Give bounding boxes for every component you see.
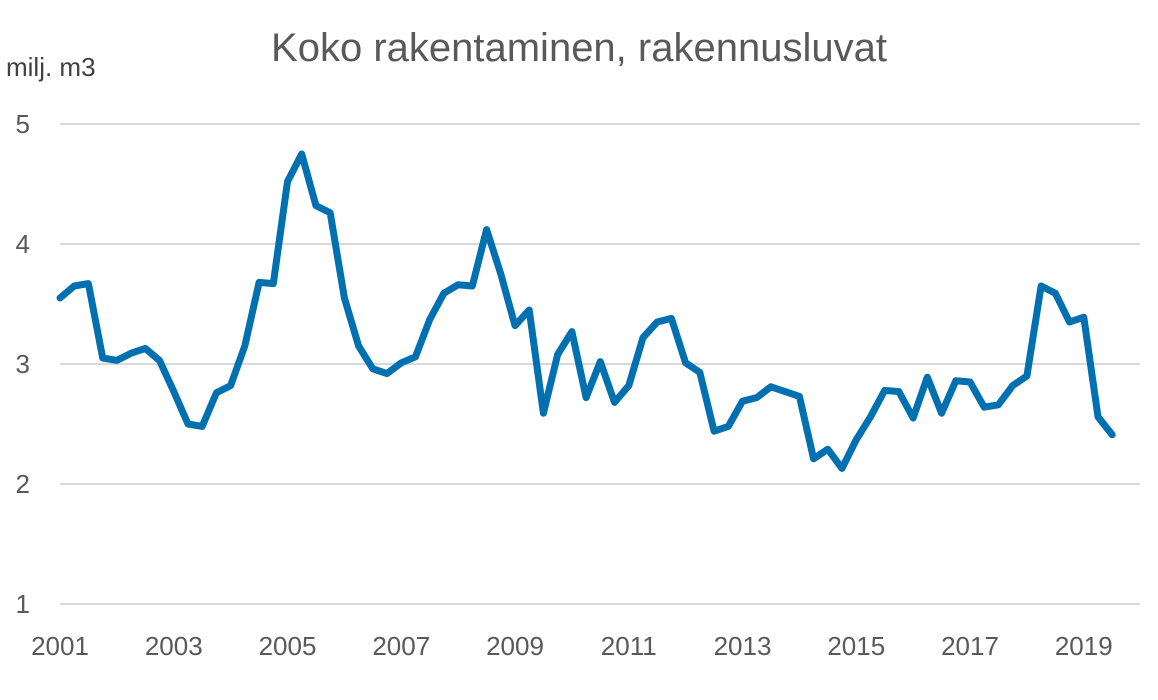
data-point xyxy=(728,426,729,427)
chart-title: Koko rakentaminen, rakennusluvat xyxy=(271,26,887,70)
data-point xyxy=(785,391,786,392)
data-point xyxy=(955,380,956,381)
data-point xyxy=(543,413,544,414)
y-axis-unit-label: milj. m3 xyxy=(6,52,96,82)
data-point xyxy=(472,286,473,287)
data-point xyxy=(770,386,771,387)
data-point xyxy=(1083,317,1084,318)
data-point xyxy=(173,391,174,392)
data-point xyxy=(1097,416,1098,417)
data-point xyxy=(870,416,871,417)
y-tick-label: 5 xyxy=(16,109,30,139)
series-line xyxy=(56,150,1116,472)
data-point xyxy=(941,413,942,414)
data-point xyxy=(216,392,217,393)
data-point xyxy=(315,205,316,206)
data-point xyxy=(74,286,75,287)
data-point xyxy=(927,377,928,378)
data-point xyxy=(1041,286,1042,287)
y-tick-label: 3 xyxy=(16,349,30,379)
data-point xyxy=(742,401,743,402)
data-point xyxy=(159,360,160,361)
x-tick-label: 2019 xyxy=(1055,631,1113,661)
data-point xyxy=(799,396,800,397)
x-tick-label: 2007 xyxy=(372,631,430,661)
data-point xyxy=(699,372,700,373)
data-point xyxy=(500,274,501,275)
x-tick-label: 2015 xyxy=(827,631,885,661)
data-point xyxy=(458,284,459,285)
data-point xyxy=(244,346,245,347)
data-point xyxy=(202,426,203,427)
data-point xyxy=(614,402,615,403)
data-point xyxy=(884,390,885,391)
data-point xyxy=(970,382,971,383)
data-point xyxy=(259,282,260,283)
x-tick-label: 2003 xyxy=(145,631,203,661)
data-point xyxy=(998,404,999,405)
data-point xyxy=(401,362,402,363)
data-point xyxy=(1069,322,1070,323)
data-point xyxy=(387,373,388,374)
data-point xyxy=(230,385,231,386)
data-point xyxy=(1112,434,1113,435)
data-point xyxy=(88,283,89,284)
data-point xyxy=(557,354,558,355)
data-point xyxy=(330,212,331,213)
data-point xyxy=(102,358,103,359)
data-point xyxy=(60,298,61,299)
x-tick-label: 2011 xyxy=(601,631,657,661)
x-tick-label: 2013 xyxy=(714,631,772,661)
data-point xyxy=(287,181,288,182)
data-point xyxy=(145,348,146,349)
y-tick-label: 2 xyxy=(16,469,30,499)
data-point xyxy=(515,325,516,326)
x-tick-label: 2005 xyxy=(259,631,317,661)
data-point xyxy=(842,468,843,469)
data-point xyxy=(344,298,345,299)
data-point xyxy=(415,356,416,357)
data-point xyxy=(813,458,814,459)
data-point xyxy=(827,449,828,450)
y-tick-label: 4 xyxy=(16,229,30,259)
x-tick-label: 2001 xyxy=(31,631,89,661)
data-point xyxy=(529,310,530,311)
data-point xyxy=(898,391,899,392)
data-point xyxy=(1012,385,1013,386)
data-point xyxy=(642,337,643,338)
data-point xyxy=(1026,376,1027,377)
data-point xyxy=(301,154,302,155)
data-point xyxy=(443,293,444,294)
data-point xyxy=(671,318,672,319)
x-tick-label: 2017 xyxy=(941,631,999,661)
data-point xyxy=(429,319,430,320)
data-point xyxy=(116,360,117,361)
data-point xyxy=(913,418,914,419)
data-point xyxy=(600,361,601,362)
data-point xyxy=(571,331,572,332)
data-point xyxy=(984,407,985,408)
data-point xyxy=(187,424,188,425)
data-point xyxy=(856,439,857,440)
data-point xyxy=(358,346,359,347)
data-point xyxy=(685,362,686,363)
data-point xyxy=(273,283,274,284)
data-point xyxy=(628,385,629,386)
data-point xyxy=(1055,293,1056,294)
data-point xyxy=(714,431,715,432)
data-point xyxy=(586,397,587,398)
data-point xyxy=(131,353,132,354)
data-point xyxy=(657,322,658,323)
data-point xyxy=(372,368,373,369)
y-tick-label: 1 xyxy=(16,589,30,619)
x-tick-label: 2009 xyxy=(486,631,544,661)
data-point xyxy=(756,397,757,398)
data-point xyxy=(486,229,487,230)
